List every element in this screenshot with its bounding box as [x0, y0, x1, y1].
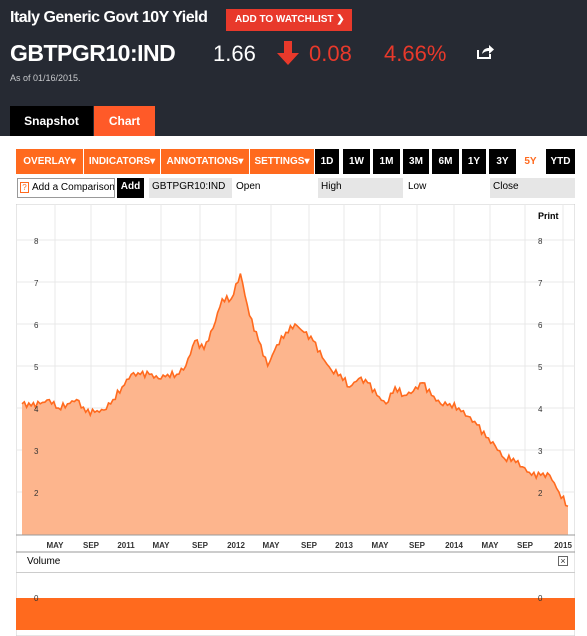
overlay-menu[interactable]: OVERLAY▾: [16, 149, 83, 174]
close-icon[interactable]: ×: [558, 556, 568, 566]
caret-down-icon: ▾: [304, 156, 310, 167]
volume-bar: [16, 598, 575, 630]
range-6m[interactable]: 6M: [432, 149, 459, 174]
x-tick-label: SEP: [192, 541, 209, 550]
range-3y[interactable]: 3Y: [489, 149, 516, 174]
range-1d[interactable]: 1D: [315, 149, 339, 174]
close-label: Close: [490, 178, 575, 198]
y-tick-label-right: 3: [538, 447, 543, 456]
settings-menu-label: SETTINGS: [254, 156, 305, 167]
range-3m[interactable]: 3M: [403, 149, 429, 174]
last-price: 1.66: [213, 41, 256, 66]
overlay-menu-label: OVERLAY: [23, 156, 71, 167]
y-tick-label-left: 3: [34, 447, 39, 456]
y-tick-label-right: 8: [538, 237, 543, 246]
page-title: Italy Generic Govt 10Y Yield: [10, 9, 208, 26]
open-label: Open: [236, 181, 261, 192]
help-icon[interactable]: ?: [20, 182, 29, 193]
price-chart: 2 2 3 3 4 4 5 5 6 6 7 7 8 8 MAY SEP 2011 MAY SEP 2012 MAY SEP…: [16, 204, 575, 636]
x-tick-label: MAY: [152, 541, 170, 550]
caret-down-icon: ▾: [70, 156, 76, 167]
x-tick-label: MAY: [481, 541, 499, 550]
price-line: [21, 273, 569, 508]
x-tick-label: MAY: [46, 541, 64, 550]
x-tick-label: SEP: [301, 541, 318, 550]
range-5y[interactable]: 5Y: [518, 149, 543, 174]
x-tick-label: SEP: [517, 541, 534, 550]
x-tick-label: 2015: [554, 541, 572, 550]
caret-down-icon: ▾: [150, 156, 156, 167]
tab-snapshot[interactable]: Snapshot: [10, 106, 93, 136]
print-button[interactable]: Print: [538, 211, 559, 221]
comparison-placeholder: Add a Comparison: [32, 182, 115, 193]
x-tick-label: 2012: [227, 541, 245, 550]
ticker-symbol: GBTPGR10:IND: [10, 40, 176, 66]
chart-toolbar: OVERLAY▾ INDICATORS▾ ANNOTATIONS▾ SETTIN…: [16, 149, 575, 174]
range-1y[interactable]: 1Y: [462, 149, 486, 174]
volume-tick-left: 0: [34, 594, 39, 603]
y-tick-label-left: 6: [34, 321, 39, 330]
x-tick-label: SEP: [409, 541, 426, 550]
price-area: [22, 273, 568, 535]
y-tick-label-left: 8: [34, 237, 39, 246]
volume-tick-right: 0: [538, 594, 543, 603]
y-tick-label-left: 7: [34, 279, 39, 288]
range-ytd[interactable]: YTD: [546, 149, 575, 174]
add-comparison-button[interactable]: Add: [117, 178, 144, 198]
as-of-date: As of 01/16/2015.: [10, 73, 81, 83]
caret-down-icon: ▾: [238, 156, 244, 167]
watchlist-button-label: ADD TO WATCHLIST: [235, 14, 334, 25]
indicators-menu-label: INDICATORS: [88, 156, 151, 167]
tab-chart[interactable]: Chart: [94, 106, 155, 136]
y-tick-label-left: 2: [34, 489, 39, 498]
low-label: Low: [408, 181, 427, 192]
arrow-down-icon: [277, 41, 299, 65]
x-tick-label: SEP: [83, 541, 100, 550]
price-change-percent: 4.66%: [384, 41, 447, 66]
annotations-menu[interactable]: ANNOTATIONS▾: [161, 149, 249, 174]
y-tick-label-right: 5: [538, 363, 543, 372]
chart-canvas: 2 2 3 3 4 4 5 5 6 6 7 7 8 8 MAY SEP 2011 MAY SEP 2012 MAY SEP…: [16, 204, 575, 636]
range-1m[interactable]: 1M: [373, 149, 400, 174]
volume-label: Volume: [27, 556, 61, 567]
chevron-right-icon: ❯: [336, 14, 345, 25]
x-tick-label: 2013: [335, 541, 353, 550]
y-tick-label-right: 4: [538, 405, 543, 414]
range-1w[interactable]: 1W: [343, 149, 370, 174]
x-tick-label: 2014: [445, 541, 463, 550]
x-tick-label: MAY: [262, 541, 280, 550]
y-tick-label-right: 6: [538, 321, 543, 330]
high-label: High: [318, 178, 403, 198]
settings-menu[interactable]: SETTINGS▾: [250, 149, 314, 174]
y-tick-label-right: 2: [538, 489, 543, 498]
x-tick-label: MAY: [371, 541, 389, 550]
comparison-input[interactable]: ? Add a Comparison: [17, 178, 115, 198]
symbol-label: GBTPGR10:IND: [149, 178, 232, 198]
volume-top-line: [16, 572, 575, 573]
annotations-menu-label: ANNOTATIONS: [166, 156, 239, 167]
y-tick-label-left: 5: [34, 363, 39, 372]
share-icon[interactable]: [476, 44, 494, 60]
quote-header: Italy Generic Govt 10Y Yield ADD TO WATC…: [0, 0, 587, 136]
price-change: 0.08: [309, 41, 352, 66]
add-to-watchlist-button[interactable]: ADD TO WATCHLIST ❯: [226, 9, 352, 31]
indicators-menu[interactable]: INDICATORS▾: [84, 149, 160, 174]
y-tick-label-right: 7: [538, 279, 543, 288]
x-tick-label: 2011: [117, 541, 135, 550]
y-tick-label-left: 4: [34, 405, 39, 414]
